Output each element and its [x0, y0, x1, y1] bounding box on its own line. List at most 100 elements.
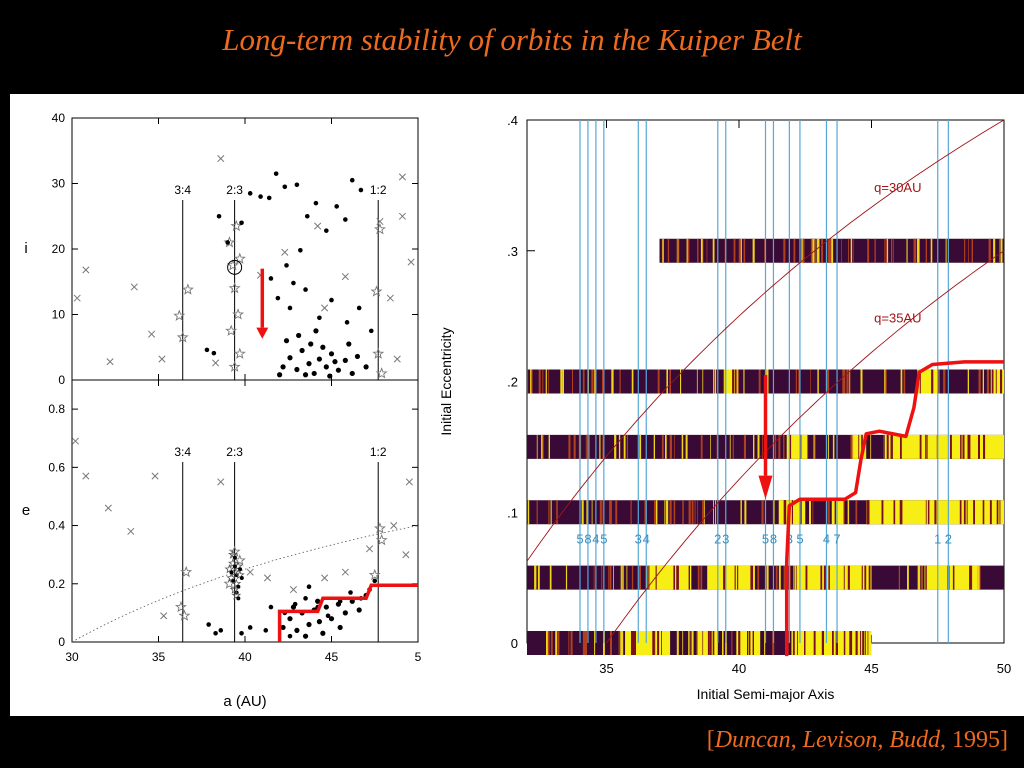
orbit-sample-line: [850, 238, 852, 263]
orbit-sample-line: [851, 434, 853, 459]
orbit-sample-line: [883, 434, 885, 459]
orbit-sample-line: [734, 369, 737, 394]
orbit-sample-line: [710, 434, 711, 459]
citation: [Duncan, Levison, Budd, 1995]: [707, 727, 1008, 754]
orbit-sample-line: [988, 238, 990, 263]
resonance-label: 5: [796, 532, 803, 547]
orbit-sample-line: [870, 434, 872, 459]
orbit-sample-line: [778, 434, 781, 459]
orbit-sample-line: [963, 500, 966, 525]
orbit-sample-line: [971, 238, 973, 263]
orbit-sample-line: [657, 631, 660, 655]
orbit-sample-line: [623, 434, 626, 459]
orbit-sample-line: [967, 434, 970, 459]
dot-point: [236, 596, 241, 601]
dot-point: [344, 320, 350, 325]
star-point: [228, 545, 241, 557]
x-tick-label: 35: [152, 650, 166, 664]
orbit-sample-line: [702, 631, 704, 655]
orbit-sample-line: [549, 565, 552, 590]
orbit-sample-line: [562, 369, 564, 394]
star-point: [176, 331, 189, 343]
orbit-sample-line: [792, 631, 795, 655]
dot-point: [317, 315, 322, 321]
orbit-sample-line: [682, 500, 684, 525]
cross-point: [402, 551, 410, 559]
orbit-sample-line: [743, 434, 746, 459]
cross-point: [82, 266, 90, 274]
resonance-label: 4: [823, 532, 830, 547]
orbit-sample-line: [536, 434, 538, 459]
x-tick-label: 30: [65, 650, 79, 664]
orbit-sample-line: [852, 238, 854, 263]
orbit-sample-line: [925, 565, 927, 590]
orbit-sample-line: [632, 369, 634, 394]
cross-point: [376, 217, 384, 226]
orbit-sample-line: [611, 369, 614, 394]
orbit-sample-line: [892, 238, 894, 263]
orbit-sample-line: [953, 565, 955, 590]
orbit-sample-line: [898, 565, 900, 590]
cross-point: [104, 504, 112, 512]
dot-point: [354, 353, 361, 360]
perihelion-label: q=30AU: [874, 180, 921, 195]
orbit-sample-line: [740, 500, 742, 525]
orbit-sample-line: [697, 238, 699, 263]
orbit-sample-line: [527, 500, 530, 525]
dot-point: [239, 220, 244, 226]
orbit-sample-line: [832, 631, 834, 655]
orbit-sample-line: [848, 238, 849, 263]
orbit-sample-line: [555, 631, 558, 655]
orbit-sample-line: [669, 500, 672, 525]
orbit-sample-line: [903, 369, 906, 394]
orbit-sample-line: [753, 434, 755, 459]
star-point: [225, 324, 238, 336]
dot-point: [287, 616, 293, 622]
orbit-sample-line: [750, 565, 752, 590]
star-point: [230, 219, 243, 232]
resonance-label: 1:2: [370, 445, 387, 459]
cross-point: [386, 294, 394, 302]
orbit-sample-line: [601, 565, 603, 590]
dot-point: [290, 604, 297, 610]
orbit-sample-line: [783, 565, 786, 590]
left-figure-panel: 0 10 20 30 40 3:4 2:3 1:2 i 0 0.2 0.4 0.6 0.8 30 35 40 45…: [10, 94, 422, 716]
cross-point: [341, 568, 349, 576]
orbit-sample-line: [665, 434, 667, 459]
orbit-sample-line: [601, 500, 603, 525]
orbit-sample-line: [757, 565, 760, 590]
cross-point: [148, 330, 156, 338]
orbit-sample-line: [653, 434, 655, 459]
dot-point: [363, 364, 369, 370]
orbit-sample-line: [593, 565, 595, 590]
orbit-sample-line: [847, 565, 850, 590]
orbit-sample-line: [977, 565, 980, 590]
orbit-sample-line: [868, 565, 871, 590]
orbit-sample-line: [945, 238, 947, 263]
orbit-sample-line: [858, 434, 860, 459]
orbit-sample-line: [864, 565, 867, 590]
orbit-sample-line: [714, 369, 716, 394]
orbit-sample-line: [570, 631, 573, 655]
orbit-sample-line: [654, 631, 656, 655]
star-point: [375, 367, 388, 379]
orbit-sample-line: [814, 434, 816, 459]
orbit-sample-line: [622, 565, 624, 590]
orbit-sample-line: [826, 369, 830, 394]
orbit-sample-line: [766, 565, 769, 590]
orbit-sample-line: [613, 565, 614, 590]
x-axis-label: Initial Semi-major Axis: [697, 686, 835, 702]
orbit-sample-line: [548, 434, 550, 459]
orbit-sample-line: [686, 238, 688, 263]
orbit-sample-line: [920, 369, 921, 394]
star-point: [231, 578, 242, 588]
dot-point: [294, 627, 300, 633]
orbit-sample-line: [608, 565, 610, 590]
orbit-sample-line: [568, 434, 571, 459]
orbit-sample-line: [610, 500, 612, 525]
orbit-sample-line: [986, 369, 990, 394]
orbit-sample-line: [800, 500, 802, 525]
dot-point: [275, 295, 281, 301]
orbit-sample-line: [851, 434, 854, 459]
orbit-sample-line: [925, 238, 927, 263]
